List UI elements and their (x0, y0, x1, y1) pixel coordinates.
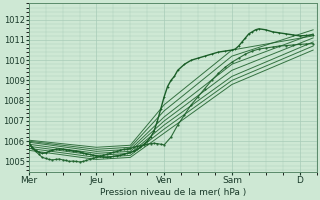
X-axis label: Pression niveau de la mer( hPa ): Pression niveau de la mer( hPa ) (100, 188, 246, 197)
